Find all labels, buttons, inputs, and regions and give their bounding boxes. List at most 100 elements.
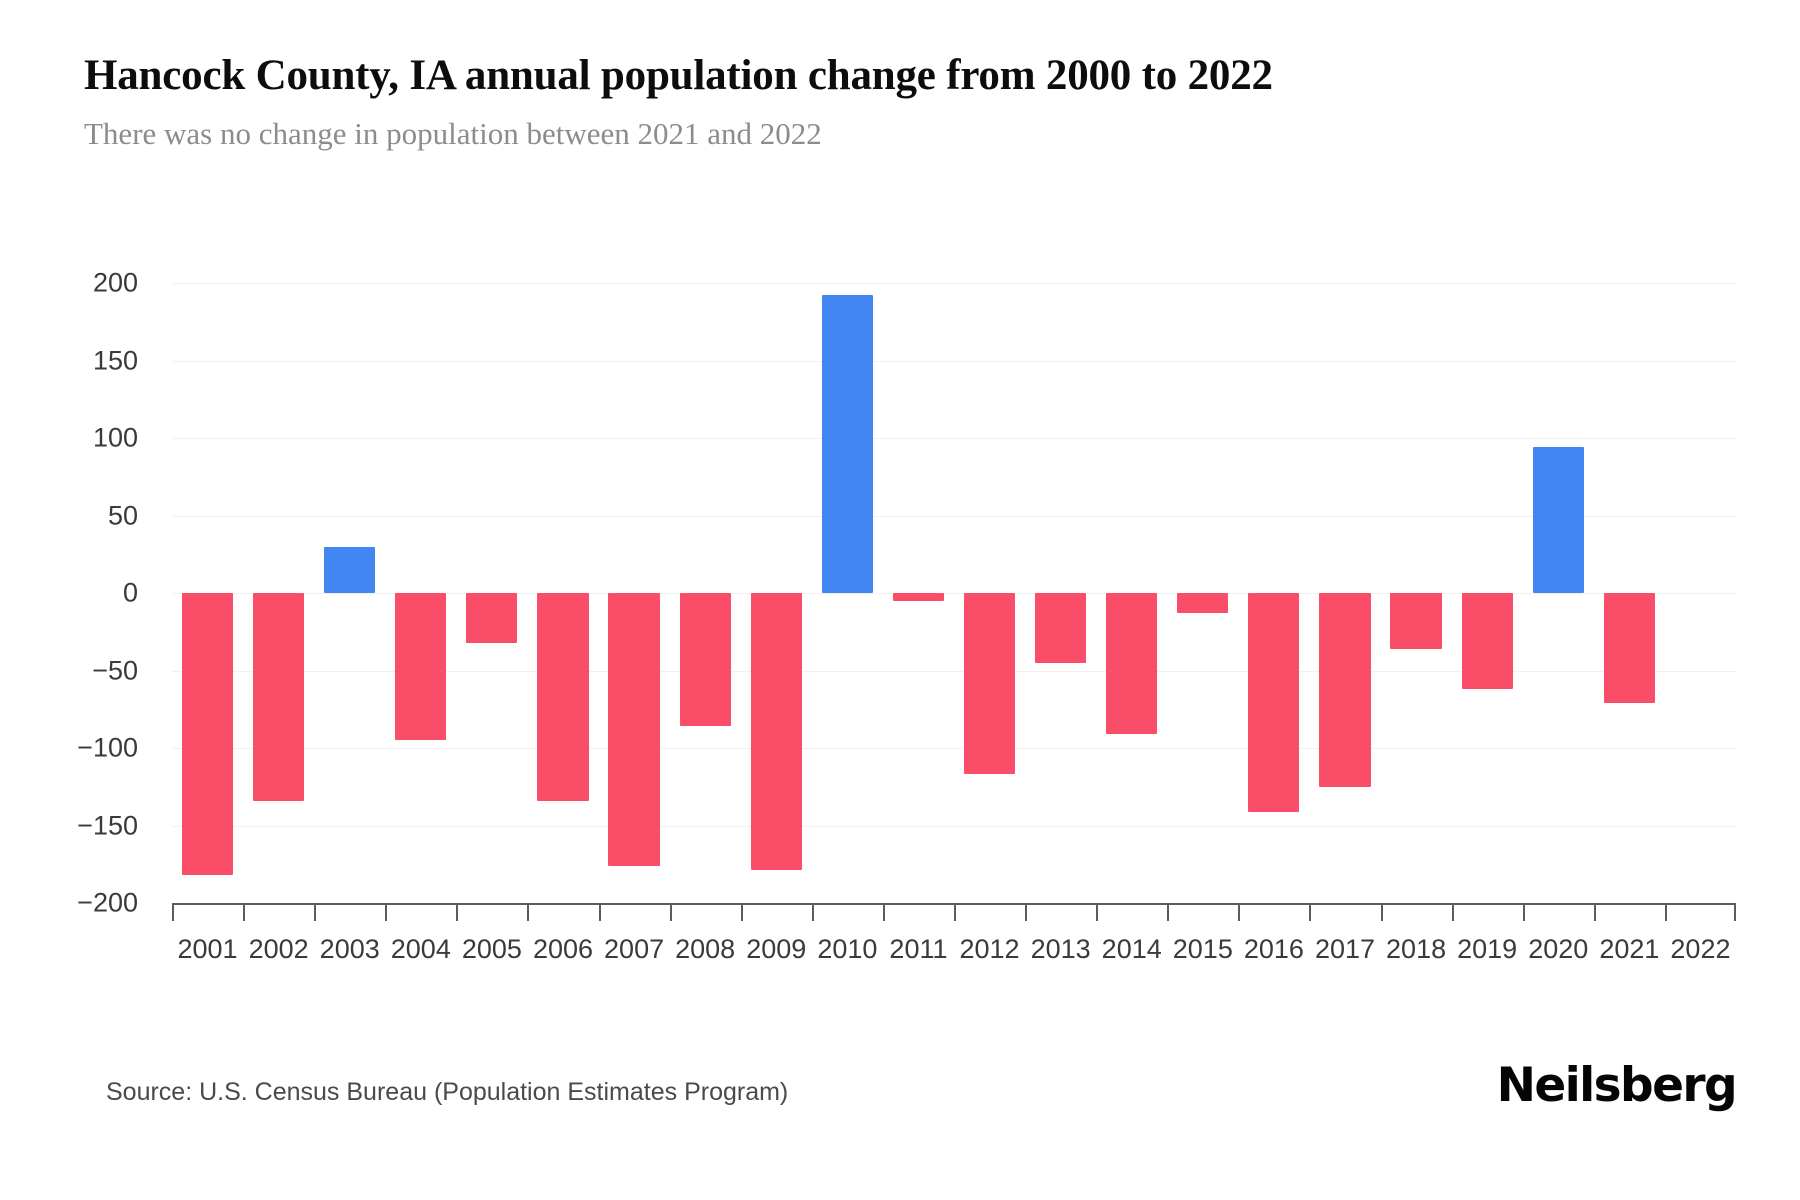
- bar[interactable]: [1390, 593, 1442, 649]
- bar-slot[interactable]: [1594, 283, 1665, 903]
- x-axis-tick: [314, 903, 317, 921]
- chart-header: Hancock County, IA annual population cha…: [84, 52, 1744, 152]
- y-axis-labels: 200 150 100 50 0 −50 −100 −150 −200: [0, 268, 160, 918]
- y-axis-tick-label: 50: [107, 500, 138, 530]
- x-axis-tick: [385, 903, 388, 921]
- bar-slot[interactable]: [1309, 283, 1380, 903]
- bar-slot[interactable]: [1452, 283, 1523, 903]
- x-axis-tick: [172, 903, 174, 921]
- bar-slot[interactable]: [1381, 283, 1452, 903]
- grid-line: [172, 748, 1736, 749]
- bar[interactable]: [537, 593, 589, 801]
- bar[interactable]: [1035, 593, 1087, 663]
- y-axis-tick-label: −50: [92, 655, 138, 685]
- neilsberg-logo: Neilsberg: [1496, 1058, 1738, 1113]
- bar-slot[interactable]: [812, 283, 883, 903]
- bar[interactable]: [466, 593, 518, 643]
- x-axis-tick: [1096, 903, 1099, 921]
- bar[interactable]: [324, 546, 376, 593]
- bar[interactable]: [963, 593, 1016, 775]
- bar-slot[interactable]: [314, 283, 385, 903]
- bar-slot[interactable]: [741, 283, 812, 903]
- bar-slot[interactable]: [456, 283, 527, 903]
- bar-slot[interactable]: [527, 283, 598, 903]
- bar-slot[interactable]: [1025, 283, 1096, 903]
- bar-slot[interactable]: [1523, 283, 1594, 903]
- bar[interactable]: [821, 295, 873, 593]
- grid-line: [172, 515, 1736, 517]
- grid-line: [172, 360, 1736, 362]
- x-axis-tick-label: 2016: [1243, 934, 1304, 964]
- x-axis-tick: [740, 903, 743, 921]
- y-axis-tick-label: −150: [77, 810, 138, 840]
- bar-slot[interactable]: [1167, 283, 1238, 903]
- x-axis-tick: [243, 903, 246, 921]
- x-axis-tick: [1025, 903, 1028, 921]
- bar-slot[interactable]: [670, 283, 741, 903]
- bar-slot[interactable]: [599, 283, 670, 903]
- x-axis-tick-label: 2002: [248, 934, 309, 964]
- bar[interactable]: [1532, 447, 1584, 593]
- bar[interactable]: [892, 593, 945, 601]
- x-axis-tick-label: 2005: [461, 934, 522, 964]
- bar[interactable]: [253, 593, 305, 801]
- x-axis-tick-label: 2009: [746, 934, 807, 964]
- bar-slot[interactable]: [1238, 283, 1309, 903]
- x-axis-tick: [527, 903, 530, 921]
- bar-slot[interactable]: [1096, 283, 1167, 903]
- x-axis-tick: [669, 903, 672, 921]
- x-axis-tick-label: 2001: [177, 934, 238, 964]
- x-axis-tick-label: 2006: [532, 934, 594, 964]
- bar[interactable]: [1248, 593, 1300, 812]
- bar[interactable]: [1461, 593, 1513, 690]
- x-axis-tick-label: 2021: [1599, 934, 1660, 964]
- y-axis-tick-label: 150: [92, 345, 138, 375]
- x-axis-tick: [882, 903, 885, 921]
- bar[interactable]: [1106, 593, 1158, 735]
- x-axis-tick-label: 2019: [1457, 934, 1518, 964]
- bar-slot[interactable]: [172, 283, 243, 903]
- bar-slot[interactable]: [954, 283, 1025, 903]
- bar[interactable]: [679, 593, 731, 727]
- y-axis-tick-label: 0: [122, 577, 138, 608]
- bar-slot[interactable]: [243, 283, 314, 903]
- bar-slot[interactable]: [883, 283, 954, 903]
- bar-slot[interactable]: [1665, 283, 1736, 903]
- bar[interactable]: [181, 593, 234, 876]
- y-axis-tick-label: 200: [92, 267, 138, 298]
- x-axis-tick-label: 2014: [1101, 934, 1162, 964]
- bar[interactable]: [1603, 593, 1655, 704]
- bar[interactable]: [608, 593, 660, 866]
- x-axis-tick: [456, 903, 459, 921]
- x-axis-tick: [1664, 903, 1667, 921]
- x-axis-tick: [1380, 903, 1383, 921]
- y-axis-tick-label: 100: [92, 422, 138, 453]
- x-axis-tick-label: 2008: [675, 934, 736, 964]
- x-axis-tick-label: 2007: [604, 934, 665, 964]
- bar[interactable]: [395, 593, 447, 741]
- x-axis-tick: [954, 903, 956, 921]
- bar-slot[interactable]: [385, 283, 456, 903]
- x-axis-tick-label: 2015: [1172, 934, 1233, 964]
- x-axis-labels: 2001 2002 2003 2004 2005 2006 2007 2008 2009 2010…: [172, 934, 1736, 978]
- grid-line: [172, 438, 1736, 439]
- x-axis-tick: [1451, 903, 1454, 921]
- x-axis-tick-label: 2020: [1528, 934, 1589, 964]
- x-axis-tick-label: 2012: [959, 934, 1020, 964]
- y-axis-tick-label: −200: [77, 887, 138, 918]
- x-axis-tick: [811, 903, 814, 921]
- grid-line: [172, 593, 1736, 594]
- bar[interactable]: [1319, 593, 1371, 787]
- bar[interactable]: [750, 593, 802, 871]
- x-axis-tick: [598, 903, 601, 921]
- x-axis-tick-label: 2010: [817, 934, 878, 964]
- x-axis-tick-label: 2018: [1386, 934, 1447, 964]
- x-axis-tick-label: 2017: [1314, 934, 1376, 964]
- bar[interactable]: [1177, 593, 1229, 614]
- x-axis-tick: [1522, 903, 1525, 921]
- x-axis-tick-label: 2013: [1030, 934, 1091, 964]
- x-axis-tick: [1734, 903, 1736, 921]
- grid-line: [172, 670, 1736, 672]
- x-axis-tick: [1309, 903, 1312, 921]
